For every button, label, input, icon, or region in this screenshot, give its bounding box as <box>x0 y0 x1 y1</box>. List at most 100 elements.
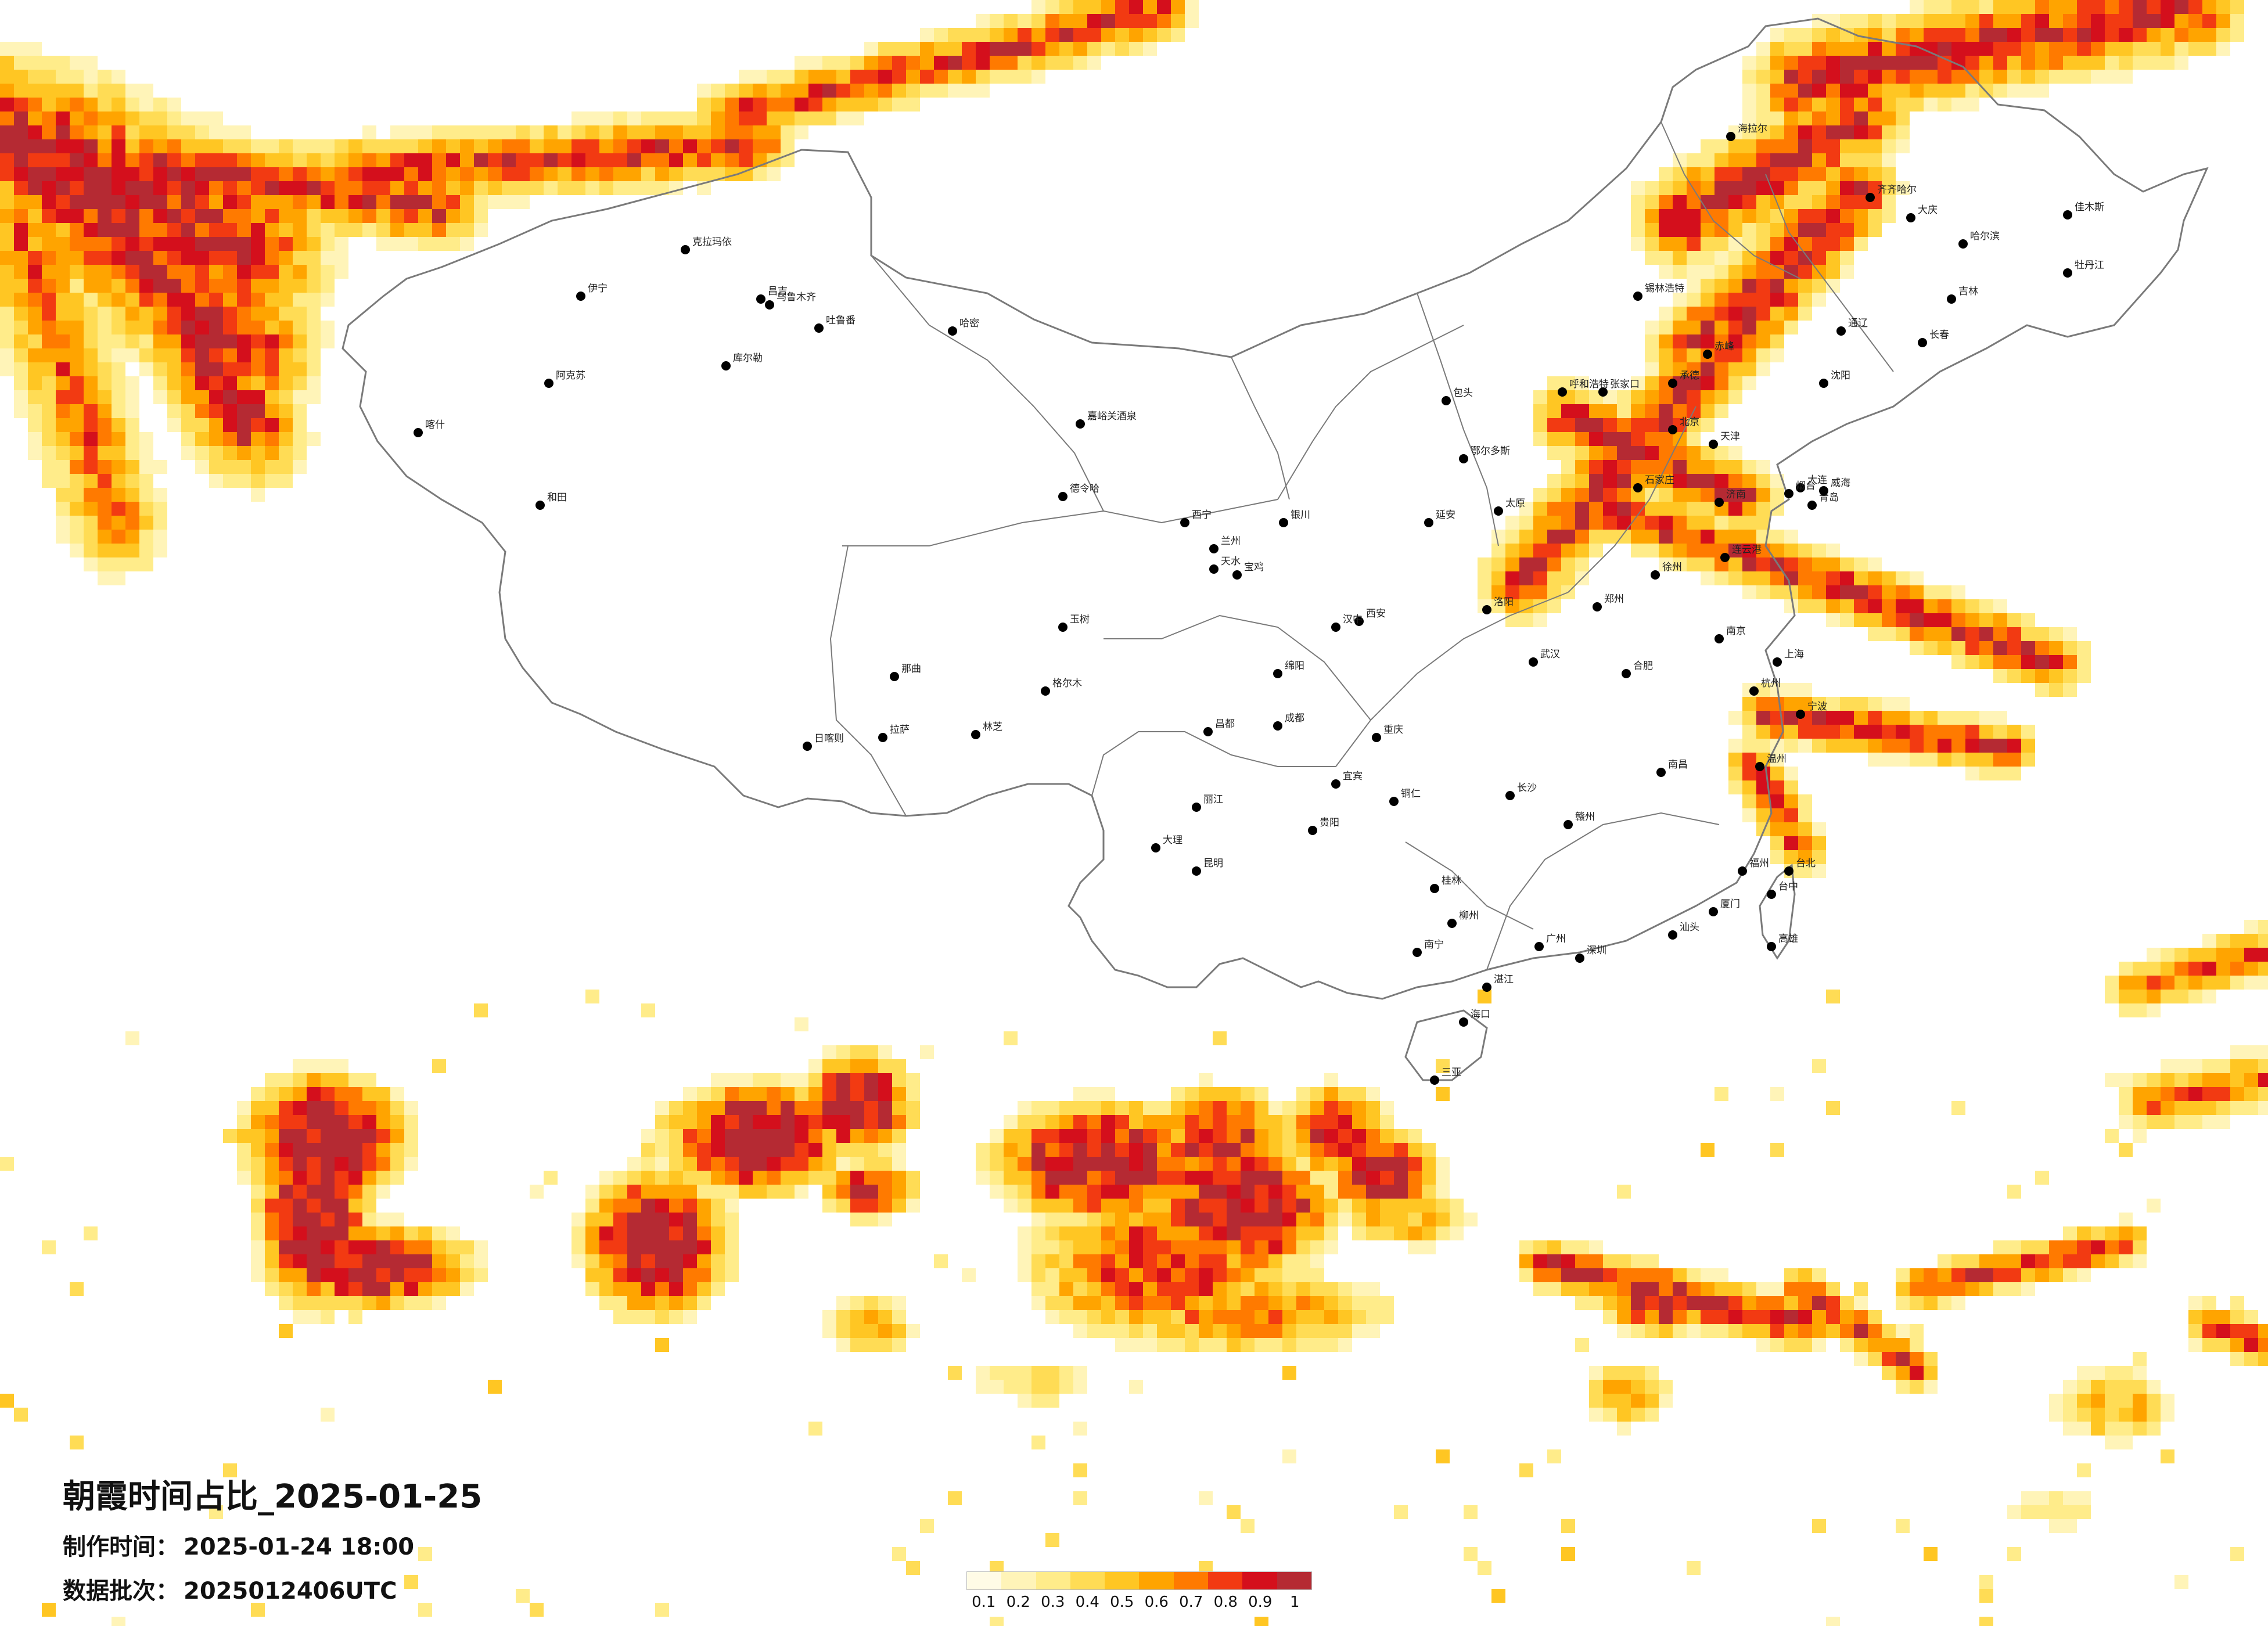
glow-cell <box>1491 571 1505 585</box>
glow-cell <box>1812 195 1826 209</box>
glow-cell <box>251 1143 265 1157</box>
glow-cell <box>1185 1226 1199 1240</box>
glow-cell <box>1868 153 1882 167</box>
glow-cell <box>1715 571 1728 585</box>
glow-cell <box>1031 1366 1045 1380</box>
glow-cell <box>1045 0 1059 14</box>
glow-cell <box>125 237 139 251</box>
glow-cell <box>1268 1143 1282 1157</box>
glow-cell <box>348 209 362 223</box>
glow-cell <box>1241 1254 1255 1268</box>
glow-cell <box>1659 530 1673 544</box>
glow-cell <box>1728 446 1742 460</box>
glow-cell <box>42 293 56 307</box>
glow-cell <box>1784 56 1798 70</box>
glow-cell <box>209 307 223 321</box>
glow-cell <box>1659 1394 1673 1408</box>
glow-cell <box>112 376 125 390</box>
city-dot <box>544 379 553 388</box>
glow-cell <box>711 1101 725 1115</box>
glow-cell <box>1199 1157 1213 1171</box>
glow-cell <box>293 418 307 432</box>
glow-cell <box>808 98 822 111</box>
glow-cell <box>1004 42 1018 56</box>
glow-cell <box>1589 432 1603 446</box>
glow-cell <box>139 195 153 209</box>
glow-cell <box>1742 265 1756 279</box>
glow-cell <box>1185 1115 1199 1129</box>
glow-cell <box>1018 42 1031 56</box>
glow-cell <box>98 474 112 488</box>
glow-cell <box>962 28 976 42</box>
glow-cell <box>1352 1282 1366 1296</box>
city-label: 宁波 <box>1807 701 1827 713</box>
glow-cell <box>1478 571 1491 585</box>
glow-cell <box>613 1254 627 1268</box>
glow-cell <box>1018 28 1031 42</box>
glow-cell <box>1617 474 1631 488</box>
glow-cell <box>1840 56 1854 70</box>
glow-cell <box>836 1310 850 1324</box>
glow-cell <box>0 265 14 279</box>
glow-cell <box>279 1213 293 1226</box>
production-time: 制作时间： 2025-01-24 18:00 <box>63 1528 482 1562</box>
glow-cell <box>572 167 585 181</box>
glow-cell <box>1728 557 1742 571</box>
glow-cell <box>585 139 599 153</box>
glow-cell <box>1896 98 1910 111</box>
glow-cell <box>1450 1213 1464 1226</box>
glow-cell <box>279 167 293 181</box>
glow-cell <box>1756 488 1770 502</box>
glow-cell <box>990 1143 1004 1157</box>
glow-cell <box>711 1157 725 1171</box>
glow-cell <box>1882 42 1896 56</box>
glow-cell <box>14 70 28 84</box>
glow-cell <box>293 1282 307 1296</box>
glow-cell <box>892 1143 906 1157</box>
glow-cell <box>293 404 307 418</box>
glow-cell <box>1924 1380 1938 1394</box>
glow-cell <box>822 1129 836 1143</box>
glow-cell <box>14 153 28 167</box>
glow-cell <box>418 209 432 223</box>
glow-cell <box>1519 544 1533 557</box>
glow-cell <box>223 195 237 209</box>
glow-cell <box>1268 1282 1282 1296</box>
glow-cell <box>112 530 125 544</box>
glow-cell <box>348 1171 362 1185</box>
glow-cell <box>293 1171 307 1185</box>
glow-cell <box>1715 195 1728 209</box>
glow-cell <box>711 153 725 167</box>
glow-cell <box>139 84 153 98</box>
glow-cell <box>1004 1185 1018 1199</box>
glow-cell <box>1073 1226 1087 1240</box>
glow-cell <box>348 1282 362 1296</box>
glow-cell <box>70 195 84 209</box>
glow-cell <box>1896 181 1910 195</box>
glow-cell <box>28 223 42 237</box>
glow-cell <box>335 1268 348 1282</box>
glow-cell <box>1742 530 1756 544</box>
glow-cell <box>2244 948 2258 962</box>
glow-cell <box>1491 1589 1505 1603</box>
glow-cell <box>1938 98 1951 111</box>
glow-cell <box>293 362 307 376</box>
glow-cell <box>808 1157 822 1171</box>
glow-cell <box>1603 1254 1617 1268</box>
glow-cell <box>1603 404 1617 418</box>
glow-cell <box>0 1157 14 1171</box>
glow-cell <box>223 1129 237 1143</box>
glow-cell <box>599 1282 613 1296</box>
glow-cell <box>1798 1310 1812 1324</box>
glow-cell <box>1533 488 1547 502</box>
glow-cell <box>1157 1310 1171 1324</box>
glow-cell <box>2216 962 2230 976</box>
glow-cell <box>836 1143 850 1157</box>
city-dot <box>1459 1017 1468 1027</box>
glow-cell <box>1422 1226 1436 1240</box>
glow-cell <box>1589 404 1603 418</box>
glow-cell <box>251 1199 265 1213</box>
glow-cell <box>878 1213 892 1226</box>
glow-cell <box>641 181 655 195</box>
glow-cell <box>1951 655 1965 669</box>
